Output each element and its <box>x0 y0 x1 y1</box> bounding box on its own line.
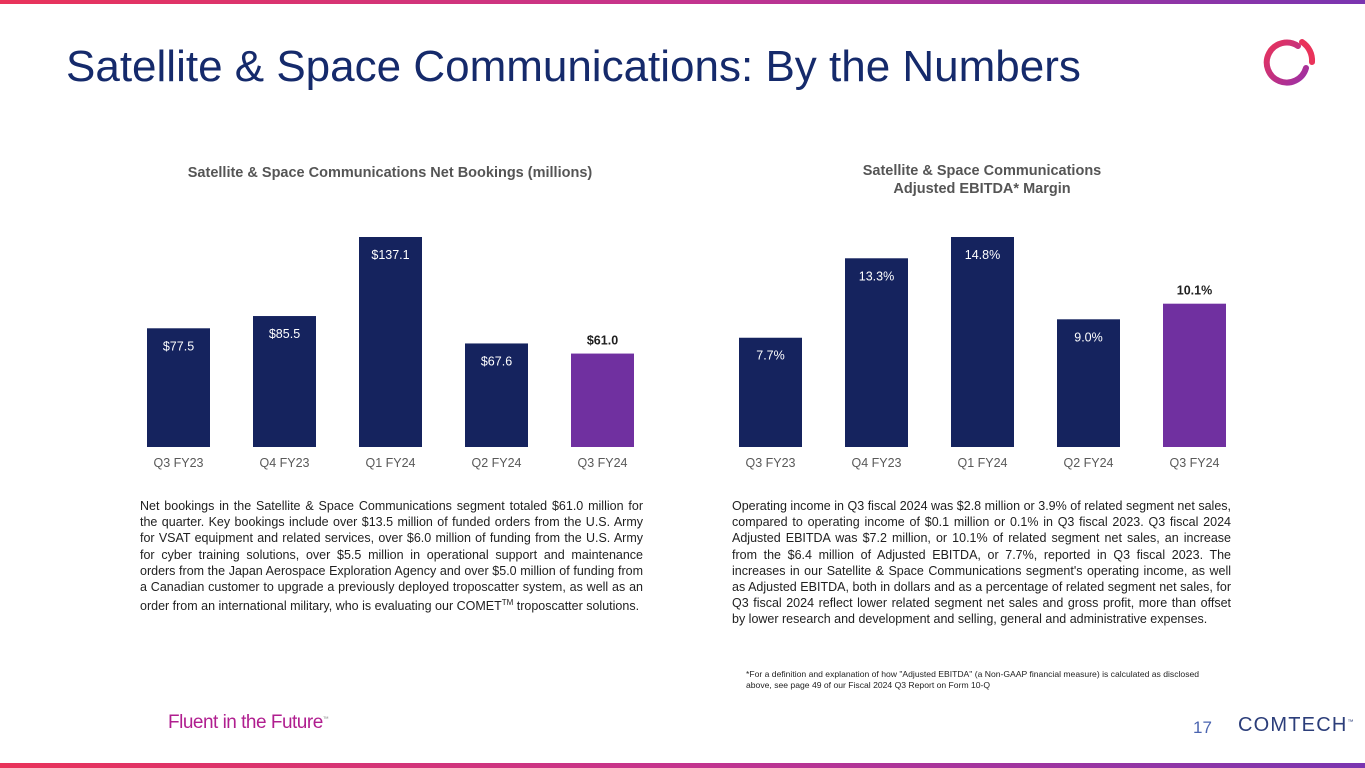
bookings-data-label-3: $67.6 <box>481 354 512 368</box>
bookings-chart: $77.5 Q3 FY23 $85.5 Q4 FY23 $137.1 Q1 FY24 $67… <box>147 237 634 470</box>
brand-mark: ™ <box>1347 719 1355 726</box>
bookings-data-label-2: $137.1 <box>371 248 409 262</box>
ebitda-chart-title: Satellite & Space Communications Adjuste… <box>712 162 1252 198</box>
bookings-bar-3 <box>465 343 528 447</box>
ebitda-data-label-3: 9.0% <box>1074 330 1103 344</box>
ebitda-bar-4 <box>1163 303 1226 447</box>
bookings-bar-1 <box>253 316 316 447</box>
bookings-category-label-2: Q1 FY24 <box>365 456 415 470</box>
ebitda-chart-title-line1: Satellite & Space Communications <box>862 163 1102 179</box>
ebitda-bar-1 <box>845 258 908 447</box>
bookings-category-label-4: Q3 FY24 <box>577 456 627 470</box>
ebitda-chart-title-line2: Adjusted EBITDA* Margin <box>893 181 1071 197</box>
ebitda-description: Operating income in Q3 fiscal 2024 was $… <box>732 498 1231 628</box>
trademark-sup: TM <box>501 598 514 608</box>
tagline-text: Fluent in the Future <box>168 712 323 733</box>
ebitda-data-label-1: 13.3% <box>859 269 894 283</box>
page-number: 17 <box>1193 718 1212 737</box>
bookings-bar-2 <box>359 237 422 447</box>
brand-logo: COMTECH™ <box>1238 714 1355 737</box>
comtech-logo-icon <box>1263 39 1316 86</box>
bookings-bar-0 <box>147 328 210 447</box>
bottom-accent-bar <box>0 763 1365 768</box>
bookings-data-label-0: $77.5 <box>163 339 194 353</box>
ebitda-category-label-1: Q4 FY23 <box>851 456 901 470</box>
ebitda-chart: 7.7% Q3 FY23 13.3% Q4 FY23 14.8% Q1 FY24 9.0% Q… <box>739 237 1226 470</box>
ebitda-category-label-4: Q3 FY24 <box>1169 456 1219 470</box>
bookings-category-label-1: Q4 FY23 <box>259 456 309 470</box>
ebitda-data-label-0: 7.7% <box>756 349 785 363</box>
ebitda-category-label-2: Q1 FY24 <box>957 456 1007 470</box>
brand-text: COMTECH <box>1238 714 1348 736</box>
bookings-category-label-0: Q3 FY23 <box>153 456 203 470</box>
bookings-chart-title: Satellite & Space Communications Net Boo… <box>187 165 593 181</box>
ebitda-description-text: Operating income in Q3 fiscal 2024 was $… <box>732 499 1231 627</box>
ebitda-bar-2 <box>951 237 1014 447</box>
ebitda-data-label-4: 10.1% <box>1177 284 1212 298</box>
bookings-bar-4 <box>571 353 634 447</box>
ebitda-category-label-0: Q3 FY23 <box>745 456 795 470</box>
tagline: Fluent in the Future™ <box>168 712 329 734</box>
ebitda-bar-0 <box>739 337 802 447</box>
bookings-description-text: Net bookings in the Satellite & Space Co… <box>140 499 643 614</box>
footnote: *For a definition and explanation of how… <box>746 669 1200 690</box>
bookings-category-label-3: Q2 FY24 <box>471 456 521 470</box>
bookings-data-label-4: $61.0 <box>587 334 618 348</box>
ebitda-data-label-2: 14.8% <box>965 248 1000 262</box>
bookings-description: Net bookings in the Satellite & Space Co… <box>140 498 643 615</box>
bookings-description-end: troposcatter solutions. <box>513 599 640 614</box>
tagline-mark: ™ <box>322 716 329 723</box>
ebitda-bar-3 <box>1057 319 1120 447</box>
bookings-data-label-1: $85.5 <box>269 327 300 341</box>
ebitda-category-label-3: Q2 FY24 <box>1063 456 1113 470</box>
page-title: Satellite & Space Communications: By the… <box>66 42 1081 91</box>
top-accent-bar <box>0 0 1365 4</box>
